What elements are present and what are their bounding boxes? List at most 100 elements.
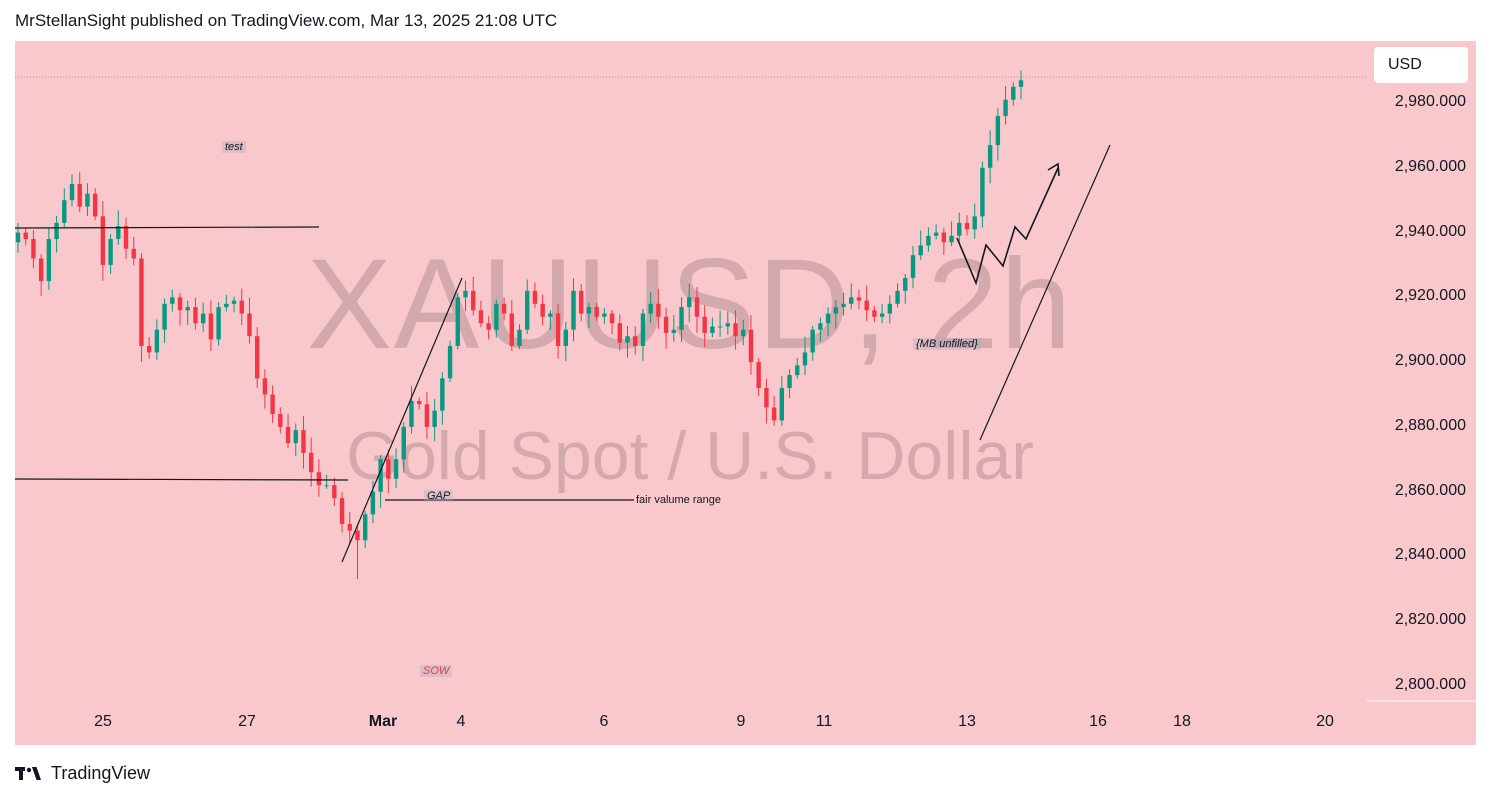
x-tick-label: 20	[1316, 713, 1334, 730]
candle-body	[980, 167, 985, 217]
candle-body	[856, 297, 862, 301]
candle-body	[903, 277, 908, 291]
candle-body	[825, 313, 831, 324]
candle-body	[795, 365, 800, 376]
y-tick-label: 2,900.000	[1394, 352, 1466, 370]
x-tick-label: 27	[238, 713, 256, 730]
candle-body	[687, 297, 692, 308]
candle-body	[131, 248, 136, 259]
footer-brand: TradingView	[51, 762, 151, 783]
y-tick-label: 2,940.000	[1394, 222, 1466, 240]
y-tick-label: 2,920.000	[1394, 287, 1466, 305]
annotation-gap[interactable]: GAP	[424, 490, 454, 502]
candle-body	[332, 485, 337, 499]
candle-body	[254, 336, 260, 379]
candle-body	[494, 303, 499, 330]
candle-body	[62, 200, 67, 223]
candle-body	[100, 216, 106, 265]
candle-body	[1003, 99, 1008, 116]
candle-body	[308, 452, 314, 473]
candle-body	[409, 400, 414, 427]
x-tick-label: Mar	[368, 713, 398, 730]
y-tick-label: 2,800.000	[1394, 676, 1466, 693]
candle-body	[841, 303, 846, 308]
candle-body	[478, 310, 484, 324]
annotation-sow[interactable]: SOW	[420, 665, 453, 677]
candle-body	[401, 426, 406, 460]
candle-body	[602, 313, 607, 317]
candle-body	[154, 329, 160, 353]
annotation-test[interactable]: test	[222, 141, 246, 153]
candle-body	[864, 300, 869, 311]
candle-body	[247, 313, 252, 337]
candle-body	[617, 323, 622, 343]
candle-body	[741, 329, 746, 337]
candle-body	[563, 329, 568, 346]
candle-body	[378, 459, 383, 492]
candle-body	[262, 378, 268, 395]
candle-body	[764, 388, 769, 408]
candle-body	[525, 290, 530, 330]
candle-body	[31, 239, 36, 259]
candle-body	[193, 307, 198, 324]
candle-body	[733, 323, 738, 337]
y-tick-label: 2,980.000	[1394, 93, 1466, 110]
candle-body	[910, 255, 916, 278]
candle-body	[694, 297, 700, 317]
candle-body	[648, 303, 653, 314]
x-tick-label: 25	[94, 713, 112, 730]
candle-body	[671, 329, 677, 333]
candle-body	[933, 232, 939, 236]
drawings	[15, 144, 1111, 563]
y-tick-label: 2,960.000	[1394, 157, 1466, 175]
candle-body	[594, 307, 599, 317]
price-plot[interactable]	[15, 41, 1476, 745]
candle-body	[324, 485, 329, 487]
candle-body	[640, 313, 646, 346]
candle-body	[609, 313, 615, 324]
candle-body	[872, 310, 877, 317]
candle-body	[926, 235, 931, 246]
x-tick-label: 16	[1089, 713, 1107, 730]
candle-body	[957, 222, 962, 236]
candle-body	[949, 235, 954, 243]
candle-body	[77, 183, 82, 207]
candle-body	[1011, 86, 1016, 100]
annotation-mb-unfilled[interactable]: {MB unfilled}	[913, 338, 981, 350]
price-level-line	[15, 76, 1476, 702]
candle-body	[386, 459, 391, 479]
candle-body	[748, 329, 754, 363]
candle-body	[555, 313, 561, 346]
candle-body	[987, 145, 993, 168]
candle-body	[293, 430, 298, 444]
candle-body	[185, 307, 190, 311]
candle-body	[270, 394, 275, 414]
candle-body	[725, 323, 731, 327]
candle-body	[355, 530, 360, 541]
x-tick-label: 11	[815, 713, 833, 730]
projection-path	[956, 167, 1059, 286]
resistance-line	[15, 226, 320, 229]
candle-body	[879, 313, 885, 317]
candle-body	[231, 300, 237, 304]
candle-body	[486, 323, 491, 330]
candle-body	[1018, 80, 1024, 87]
x-tick-label: 9	[736, 713, 746, 730]
x-tick-label: 4	[456, 713, 466, 730]
y-tick-label: 2,840.000	[1394, 546, 1466, 564]
candle-body	[200, 313, 206, 324]
candle-body	[633, 336, 638, 346]
chart-area[interactable]: XAUUSD, 2h Gold Spot / U.S. Dollar test …	[15, 41, 1476, 745]
candle-body	[15, 232, 21, 243]
annotation-fair-value-range[interactable]: fair valume range	[636, 494, 721, 506]
candle-body	[463, 290, 468, 298]
candle-body	[316, 472, 322, 486]
candle-body	[278, 413, 283, 427]
candle-body	[548, 313, 553, 317]
candle-body	[964, 222, 970, 230]
candle-body	[625, 336, 630, 343]
currency-button[interactable]: USD	[1374, 47, 1468, 83]
candle-body	[139, 258, 144, 346]
candle-body	[339, 498, 345, 525]
candle-body	[432, 410, 437, 427]
